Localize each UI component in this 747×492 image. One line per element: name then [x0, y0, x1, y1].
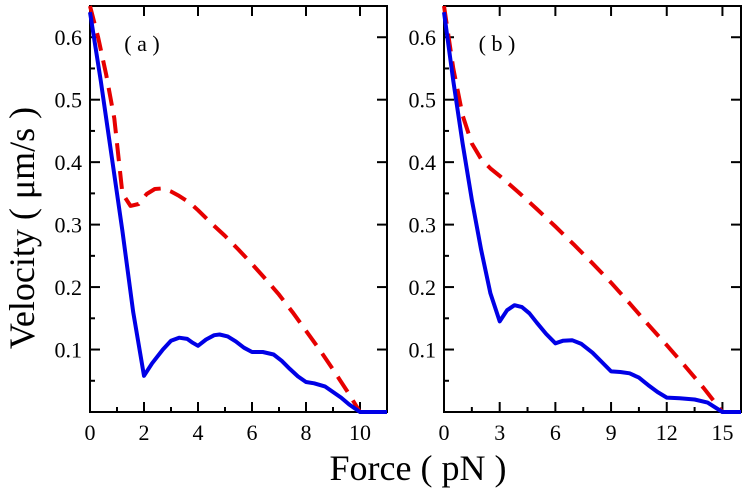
panel-a-ytick-label-1: 0.2 [55, 275, 83, 300]
panel-a-ytick-label-5: 0.6 [55, 25, 83, 50]
panel-a-ytick-label-0: 0.1 [55, 338, 83, 363]
panel-a-ytick-label-3: 0.4 [55, 150, 83, 175]
panel-b-frame [443, 5, 742, 413]
panel-a-xtick-label-3: 6 [247, 420, 258, 445]
panel-b-xtick-label-0: 0 [439, 420, 450, 445]
panel-b-xtick-label-1: 3 [494, 420, 505, 445]
panel-a-series-dashed [88, 5, 387, 414]
panel-a-series [88, 5, 387, 414]
panel-b-ytick-label-3: 0.4 [409, 150, 437, 175]
panel-a-label: ( a ) [124, 31, 159, 56]
panel-b-series [442, 5, 741, 414]
panel-a-frame [89, 5, 388, 413]
y-axis-title: Velocity ( μm/s ) [2, 107, 42, 349]
panel-b-series-dashed [442, 5, 741, 414]
panel-a-xtick-label-2: 4 [193, 420, 204, 445]
panel-b-label: ( b ) [479, 31, 516, 56]
panel-b-xtick-label-4: 12 [656, 420, 678, 445]
panel-a-ytick-label-4: 0.5 [55, 88, 83, 113]
panel-b-series-solid [442, 11, 741, 414]
panel-b-xtick-label-5: 15 [711, 420, 733, 445]
panel-a-series-solid [88, 11, 387, 414]
panel-a-xtick-label-4: 8 [301, 420, 312, 445]
panel-a-ytick-label-2: 0.3 [55, 213, 83, 238]
panel-a-xtick-label-0: 0 [85, 420, 96, 445]
panel-a-xtick-label-5: 10 [349, 420, 371, 445]
panel-b-ytick-label-5: 0.6 [409, 25, 437, 50]
x-axis-title: Force ( pN ) [330, 448, 507, 488]
panel-b-ytick-label-4: 0.5 [409, 88, 437, 113]
panel-a-ticks: 0 2 4 6 8 10 0.1 0.2 0.3 0.4 0.5 0.6 [55, 5, 387, 445]
panel-b-xtick-label-3: 9 [606, 420, 617, 445]
panel-b: ( b ) 0 3 6 9 12 15 0.1 0.2 0.3 0.4 0.5 0.6 [409, 5, 742, 445]
panel-b-ytick-label-2: 0.3 [409, 213, 437, 238]
panel-b-ytick-label-1: 0.2 [409, 275, 437, 300]
panel-b-xtick-label-2: 6 [550, 420, 561, 445]
panel-b-ticks: 0 3 6 9 12 15 0.1 0.2 0.3 0.4 0.5 0.6 [409, 5, 741, 445]
panel-b-ytick-label-0: 0.1 [409, 338, 437, 363]
panel-a-xtick-label-1: 2 [139, 420, 150, 445]
panel-a: ( a ) 0 2 4 6 8 10 0.1 0.2 0.3 0.4 0.5 0.6 [55, 5, 388, 445]
